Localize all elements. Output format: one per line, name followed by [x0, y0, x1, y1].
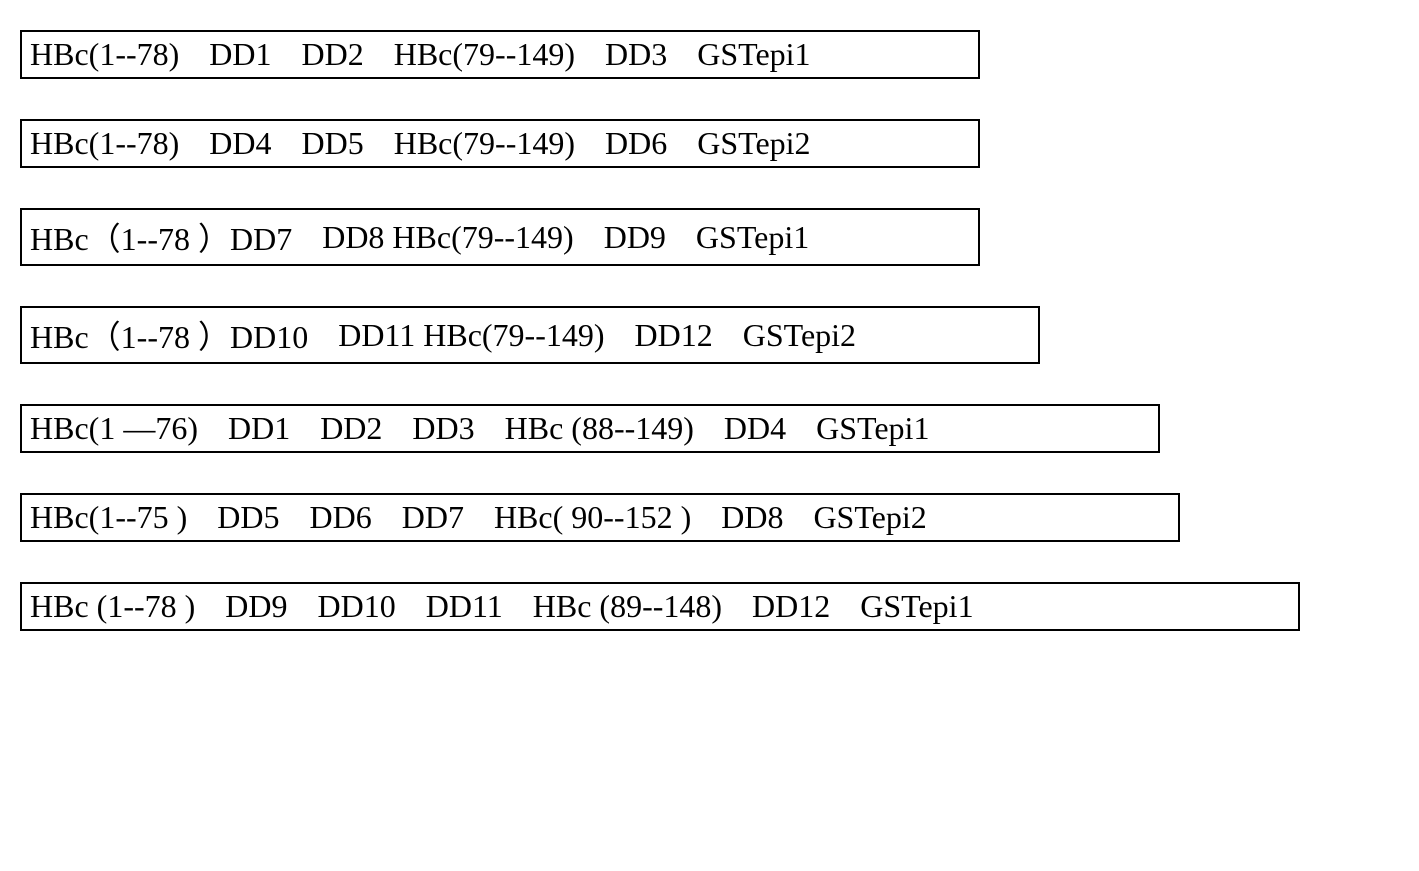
segment-label: HBc(1--78)	[30, 36, 179, 73]
segment-label: DD4	[209, 125, 271, 162]
construct-row-1: HBc(1--78) DD4 DD5 HBc(79--149) DD6 GSTepi2	[20, 119, 980, 168]
segment-label: DD11 HBc(79--149)	[338, 317, 604, 354]
segment-label: GSTepi1	[696, 219, 809, 256]
construct-row-5: HBc(1--75 ) DD5 DD6 DD7 HBc( 90--152 ) DD8 GST…	[20, 493, 1180, 542]
segment-label: HBc( 90--152 )	[494, 499, 691, 536]
segment-label: DD9	[604, 219, 666, 256]
construct-row-4: HBc(1 —76) DD1 DD2 DD3 HBc (88--149) DD4 GSTep…	[20, 404, 1160, 453]
segment-label: DD9	[225, 588, 287, 625]
segment-label: GSTepi1	[816, 410, 929, 447]
segment-label: HBc(1 —76)	[30, 410, 198, 447]
segment-label: HBc(1--75 )	[30, 499, 187, 536]
segment-label: HBc(1--78)	[30, 125, 179, 162]
segment-label: GSTepi2	[813, 499, 926, 536]
segment-label: HBc (1--78 )	[30, 588, 195, 625]
segment-label: GSTepi1	[697, 36, 810, 73]
construct-row-2: HBc（1--78 ）DD7 DD8 HBc(79--149) DD9 GSTepi1	[20, 208, 980, 266]
segment-label: DD7	[402, 499, 464, 536]
segment-label: DD1	[228, 410, 290, 447]
segment-label: DD12	[752, 588, 830, 625]
segment-label: DD11	[426, 588, 503, 625]
segment-label: DD2	[302, 36, 364, 73]
segment-label: HBc（1--78 ）DD7	[30, 214, 292, 260]
segment-label: DD12	[635, 317, 713, 354]
segment-label: HBc(79--149)	[394, 125, 575, 162]
segment-label: GSTepi2	[743, 317, 856, 354]
segment-label: DD1	[209, 36, 271, 73]
construct-row-3: HBc（1--78 ）DD10 DD11 HBc(79--149) DD12 GSTe…	[20, 306, 1040, 364]
construct-row-6: HBc (1--78 ) DD9 DD10 DD11 HBc (89--148) DD12…	[20, 582, 1300, 631]
segment-label: HBc（1--78 ）DD10	[30, 312, 308, 358]
segment-label: HBc (88--149)	[505, 410, 694, 447]
segment-label: DD6	[605, 125, 667, 162]
segment-label: DD3	[605, 36, 667, 73]
segment-label: DD8 HBc(79--149)	[322, 219, 574, 256]
segment-label: DD8	[721, 499, 783, 536]
segment-label: HBc(79--149)	[394, 36, 575, 73]
segment-label: GSTepi2	[697, 125, 810, 162]
segment-label: DD5	[302, 125, 364, 162]
segment-label: HBc (89--148)	[533, 588, 722, 625]
segment-label: DD5	[217, 499, 279, 536]
segment-label: DD2	[320, 410, 382, 447]
segment-label: DD4	[724, 410, 786, 447]
segment-label: DD6	[310, 499, 372, 536]
segment-label: DD10	[318, 588, 396, 625]
segment-label: GSTepi1	[860, 588, 973, 625]
segment-label: DD3	[412, 410, 474, 447]
construct-row-0: HBc(1--78) DD1 DD2 HBc(79--149) DD3 GSTepi1	[20, 30, 980, 79]
construct-diagram-container: HBc(1--78)DD1DD2HBc(79--149)DD3GSTepi1HB…	[20, 30, 1399, 631]
